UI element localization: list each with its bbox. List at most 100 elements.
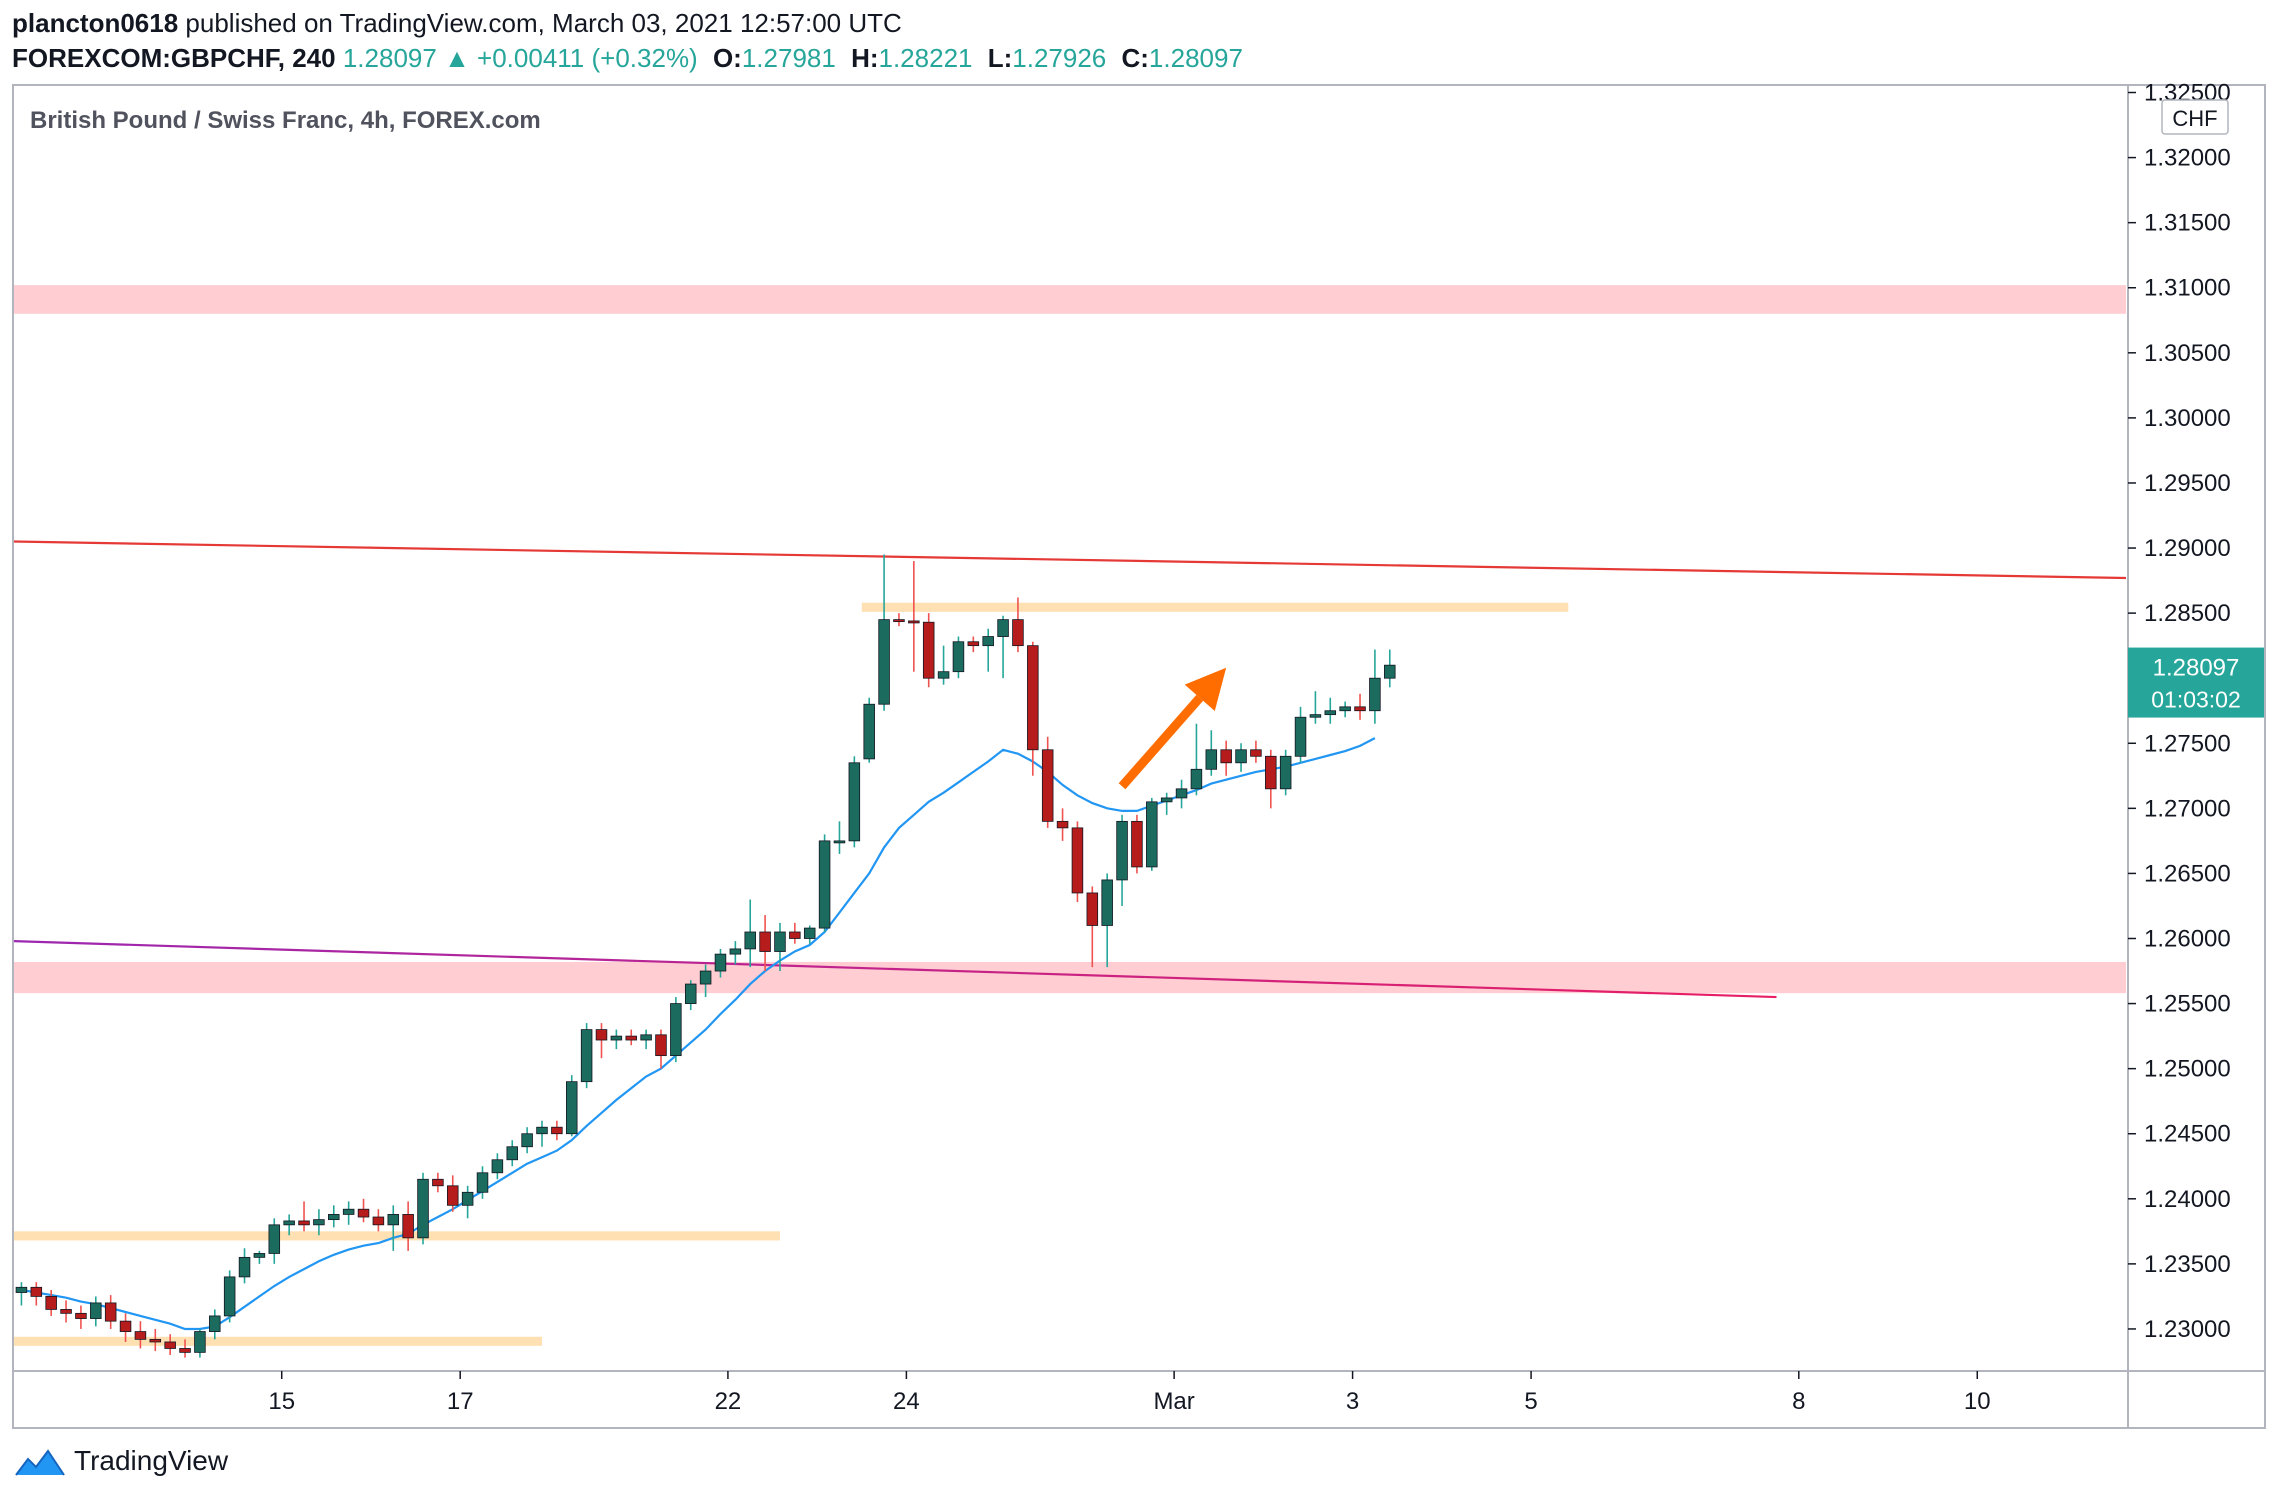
candle-body <box>194 1331 206 1353</box>
candle <box>75 1305 87 1329</box>
candle <box>1354 693 1366 720</box>
trendline <box>14 940 1777 999</box>
candle-body <box>164 1341 176 1349</box>
candle <box>1220 740 1232 776</box>
bar-countdown-label: 01:03:02 <box>2151 687 2241 713</box>
candle-body <box>759 931 771 952</box>
candle <box>1324 697 1337 724</box>
candle-body <box>1116 820 1128 881</box>
trendline <box>14 540 2126 580</box>
low-value: 1.27926 <box>1012 43 1107 73</box>
candle <box>253 1250 266 1264</box>
price-tick-label: 1.25000 <box>2144 1056 2231 1083</box>
candle <box>997 615 1009 679</box>
last-price: 1.28097 <box>342 43 437 73</box>
candle-body <box>922 621 935 679</box>
candle-body <box>521 1133 533 1148</box>
candle-body <box>580 1029 593 1083</box>
tradingview-logo-icon <box>15 1449 65 1476</box>
candle <box>1160 792 1173 815</box>
brand-name[interactable]: TradingView <box>74 1445 229 1476</box>
candle <box>1071 821 1084 903</box>
candle-body <box>937 671 950 679</box>
candle <box>1116 814 1128 906</box>
candle-body <box>60 1309 72 1314</box>
chart-title: British Pound / Swiss Franc, 4h, FOREX.c… <box>30 107 541 134</box>
candle-body <box>447 1185 459 1206</box>
candle <box>863 697 875 763</box>
last-price-label: 1.28097 <box>2153 655 2240 682</box>
candle <box>521 1127 533 1154</box>
candle <box>1279 749 1292 796</box>
candle <box>937 645 950 685</box>
candle <box>1131 814 1143 874</box>
candle-body <box>104 1302 117 1322</box>
candle <box>357 1198 370 1223</box>
candle-body <box>179 1348 191 1353</box>
close-label: C: <box>1121 43 1149 73</box>
candle-body <box>238 1256 251 1278</box>
candle-body <box>848 762 861 842</box>
candle <box>729 941 742 965</box>
candle <box>15 1282 28 1306</box>
candle <box>670 997 682 1063</box>
candle <box>298 1201 310 1232</box>
candle <box>313 1209 325 1236</box>
support-zone <box>14 961 2126 994</box>
candle-body <box>30 1286 43 1297</box>
chart-frame[interactable] <box>12 84 2266 1429</box>
currency-label: CHF <box>2172 106 2217 131</box>
candle <box>625 1029 637 1046</box>
candle-body <box>328 1214 340 1221</box>
candle <box>759 915 771 972</box>
price-tick-label: 1.23000 <box>2144 1316 2231 1343</box>
symbol-name[interactable]: FOREXCOM:GBPCHF, 240 <box>12 43 336 73</box>
candle <box>714 948 727 978</box>
candle <box>45 1289 57 1316</box>
candle <box>1294 706 1307 763</box>
candle <box>476 1166 489 1199</box>
candle-body <box>1146 801 1158 868</box>
candle-body <box>551 1126 563 1135</box>
high-value: 1.28221 <box>878 43 973 73</box>
price-tick-label: 1.27500 <box>2144 730 2231 757</box>
candle-body <box>268 1224 281 1254</box>
price-tick-label: 1.28500 <box>2144 600 2231 627</box>
candle <box>1190 723 1203 796</box>
candle <box>1205 730 1218 776</box>
price-tick-label: 1.29500 <box>2144 470 2231 497</box>
candle-body <box>1012 619 1024 647</box>
candle <box>372 1209 385 1232</box>
price-tick-label: 1.26000 <box>2144 925 2231 952</box>
candle <box>179 1339 191 1358</box>
candle <box>1012 597 1024 653</box>
candle-body <box>45 1296 57 1310</box>
candle-body <box>744 931 756 950</box>
price-tick-label: 1.31500 <box>2144 210 2231 237</box>
candle-body <box>803 927 816 939</box>
candle <box>655 1029 667 1069</box>
price-tick-label: 1.25500 <box>2144 991 2231 1018</box>
candle-body <box>1279 755 1292 790</box>
candle-body <box>1235 749 1247 764</box>
candle-body <box>491 1159 504 1174</box>
candle <box>1056 808 1069 841</box>
candle-body <box>818 840 831 929</box>
author-name[interactable]: plancton0618 <box>12 8 179 38</box>
candle-body <box>476 1172 489 1193</box>
candle-body <box>75 1312 87 1319</box>
price-change: +0.00411 (+0.32%) <box>477 43 698 73</box>
candle <box>149 1328 162 1352</box>
candle <box>432 1172 444 1193</box>
candle-body <box>1131 820 1143 868</box>
resistance-zone <box>14 285 2126 314</box>
price-tick-label: 1.24000 <box>2144 1186 2231 1213</box>
candle <box>1175 779 1188 809</box>
candle-body <box>774 931 786 952</box>
candle <box>789 922 801 944</box>
candle <box>952 636 965 679</box>
candle <box>982 628 994 672</box>
candle <box>60 1300 72 1323</box>
candle <box>30 1282 43 1306</box>
